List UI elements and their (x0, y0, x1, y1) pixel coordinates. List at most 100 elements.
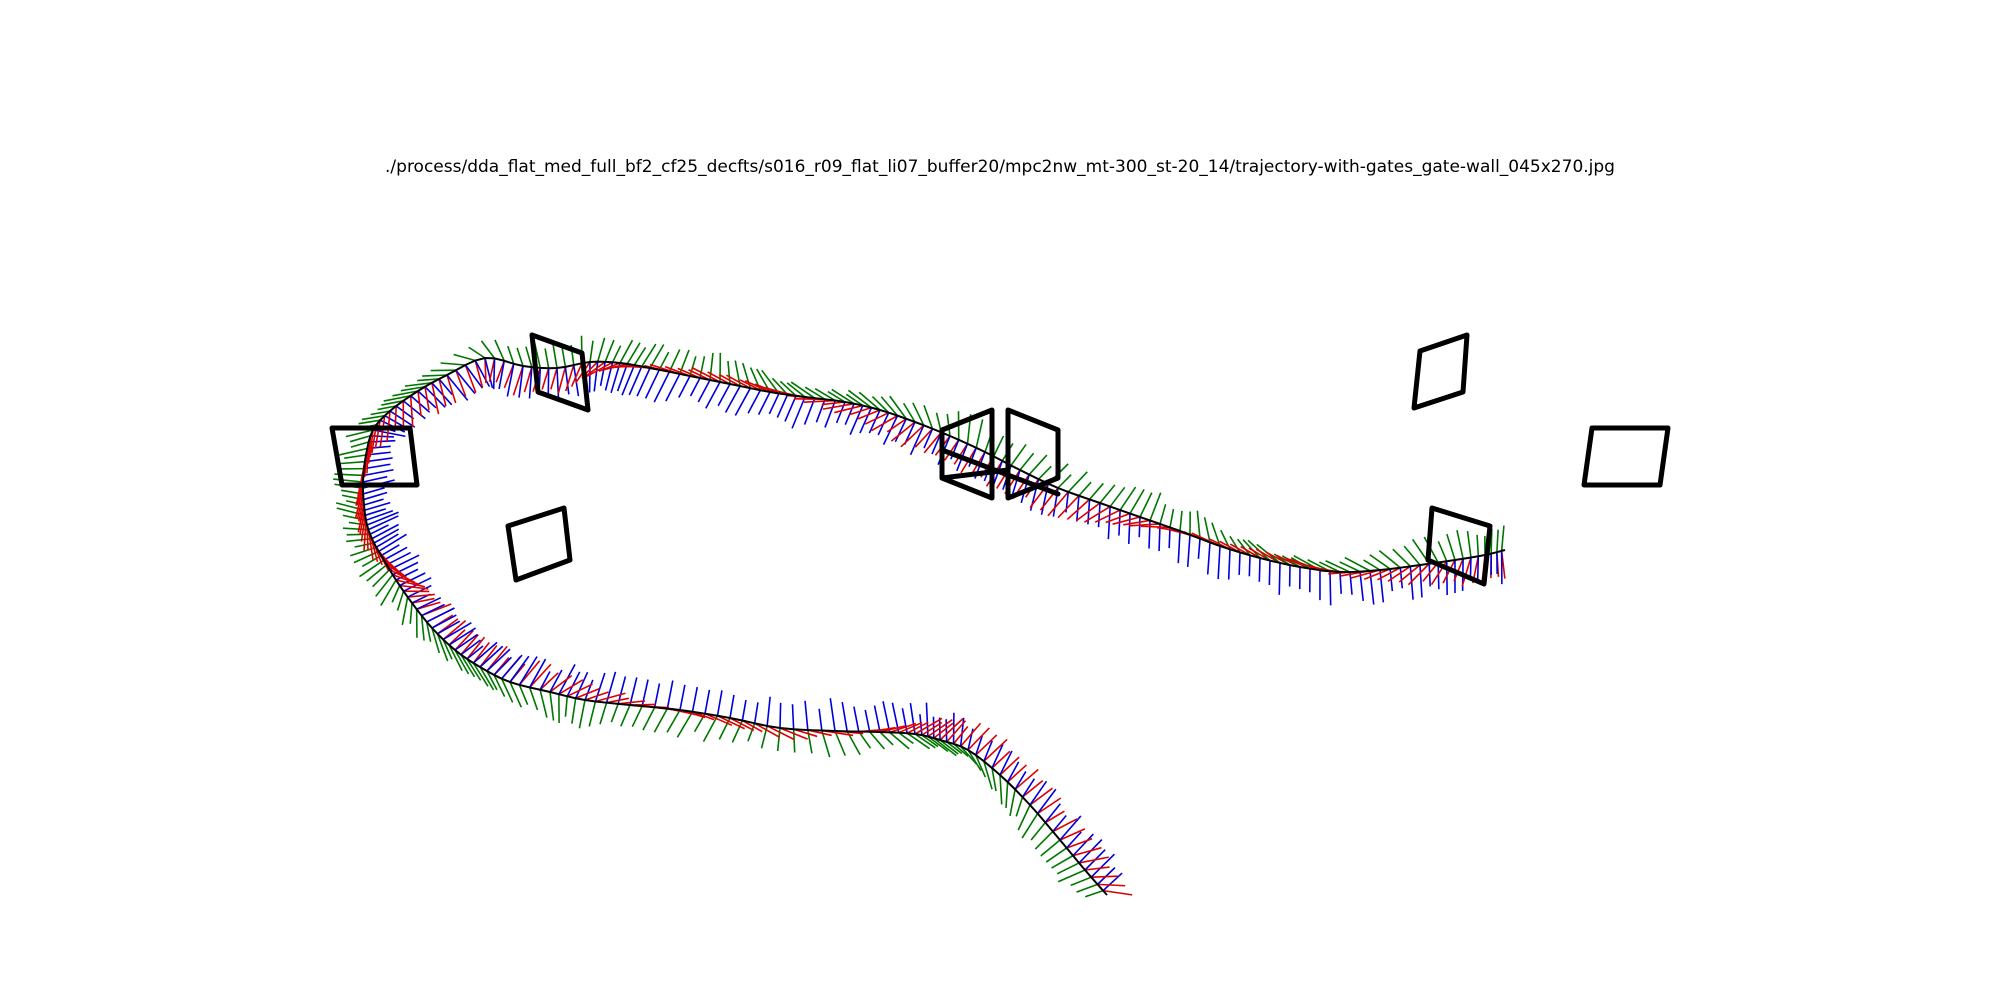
frame-y-axis (831, 388, 855, 405)
frame-z-axis (975, 735, 984, 756)
frame-y-axis (422, 374, 448, 377)
body-frame (391, 572, 429, 603)
frame-y-axis (344, 454, 367, 459)
gate-edge (939, 467, 1011, 481)
body-frame (380, 568, 426, 606)
frame-y-axis (666, 709, 681, 733)
body-frame (518, 656, 541, 705)
frame-x-axis (529, 663, 552, 688)
frame-z-axis (509, 655, 530, 683)
frame-y-axis (1211, 522, 1221, 547)
frame-z-axis (1090, 853, 1115, 878)
frame-z-axis (717, 383, 731, 407)
frame-x-axis (691, 366, 721, 383)
frame-x-axis (704, 712, 733, 727)
frame-z-axis (617, 676, 627, 705)
frame-z-axis (389, 410, 416, 428)
frame-z-axis (594, 672, 606, 702)
frame-x-axis (549, 674, 573, 693)
body-frame (468, 346, 494, 388)
body-frame (448, 627, 476, 672)
frame-y-axis (1203, 517, 1211, 543)
body-frame (847, 389, 873, 434)
frame-y-axis (448, 644, 463, 672)
frame-z-axis (724, 385, 741, 413)
frame-z-axis (1268, 560, 1271, 586)
frame-x-axis (1091, 875, 1118, 878)
frame-z-axis (399, 572, 426, 587)
body-frame (1034, 814, 1078, 850)
frame-z-axis (1349, 571, 1353, 595)
body-frame (1328, 561, 1365, 601)
frame-y-axis (1010, 443, 1027, 466)
frame-z-axis (734, 387, 752, 416)
body-frame (1070, 853, 1118, 887)
frame-y-axis (1005, 781, 1009, 809)
frame-z-axis (369, 524, 389, 535)
frame-x-axis (744, 380, 771, 393)
frame-z-axis (460, 639, 481, 656)
body-frame-markers (333, 335, 1506, 898)
frame-y-axis (889, 395, 907, 420)
frame-z-axis (455, 369, 476, 395)
frame-y-axis (889, 731, 910, 750)
frame-z-axis (653, 683, 661, 708)
frame-y-axis (906, 732, 931, 750)
frame-y-axis (1236, 538, 1251, 556)
frame-x-axis (438, 378, 447, 407)
body-frame (1005, 761, 1027, 809)
frame-z-axis (1217, 545, 1221, 580)
frame-x-axis (512, 365, 524, 396)
frame-y-axis (509, 681, 523, 708)
frame-y-axis (1015, 796, 1024, 817)
frame-z-axis (1006, 761, 1020, 783)
frame-y-axis (1021, 813, 1039, 839)
body-frame (541, 348, 550, 394)
frame-y-axis (1446, 533, 1456, 561)
frame-x-axis (822, 402, 855, 410)
frame-z-axis (416, 596, 442, 610)
frame-x-axis (366, 524, 369, 551)
frame-z-axis (610, 362, 621, 394)
frame-y-axis (525, 346, 533, 368)
frame-z-axis (753, 702, 759, 724)
body-frame (886, 395, 907, 443)
frame-z-axis (665, 373, 681, 402)
frame-y-axis (486, 670, 498, 691)
frame-z-axis (791, 704, 795, 730)
frame-y-axis (1196, 510, 1201, 539)
frame-z-axis (539, 671, 551, 691)
body-frame (493, 656, 512, 698)
frame-x-axis (739, 379, 761, 391)
frame-x-axis (1097, 883, 1126, 887)
frame-y-axis (1070, 876, 1092, 887)
body-frame (454, 630, 478, 675)
frame-y-axis (370, 410, 391, 416)
body-frame (853, 706, 887, 749)
frame-x-axis (566, 683, 593, 698)
frame-y-axis (771, 377, 789, 396)
frame-z-axis (375, 533, 399, 548)
frame-y-axis (880, 396, 899, 417)
body-frame (1076, 484, 1116, 528)
body-frame (509, 655, 530, 708)
frame-y-axis (960, 745, 978, 765)
frame-y-axis (1466, 530, 1472, 558)
frame-x-axis (598, 362, 621, 373)
frame-y-axis (975, 419, 984, 448)
frame-z-axis (484, 357, 494, 388)
frame-y-axis (1369, 554, 1391, 570)
frame-y-axis (359, 559, 385, 578)
frame-y-axis (442, 639, 453, 660)
frame-y-axis (1040, 839, 1061, 857)
frame-z-axis (454, 633, 478, 651)
frame-y-axis (516, 347, 524, 367)
frame-y-axis (518, 684, 529, 705)
frame-y-axis (914, 733, 936, 749)
frame-y-axis (539, 689, 548, 718)
frame-y-axis (1179, 510, 1183, 532)
frame-x-axis (1059, 828, 1086, 841)
frame-y-axis (500, 678, 514, 703)
frame-z-axis (784, 395, 797, 422)
frame-y-axis (983, 761, 993, 790)
